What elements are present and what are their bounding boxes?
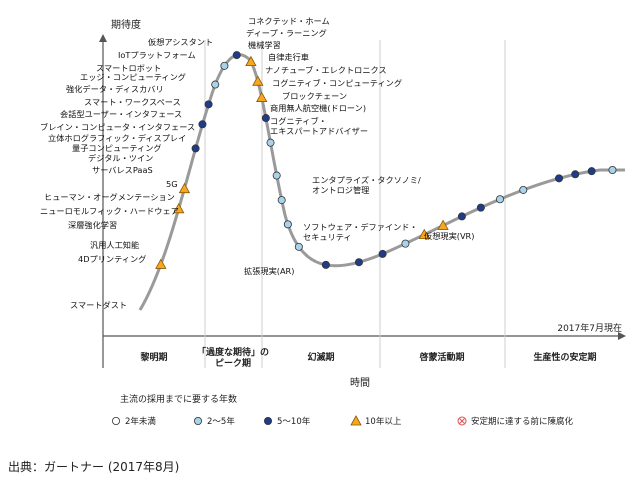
technology-label: 5G (166, 179, 178, 189)
technology-marker (418, 228, 430, 239)
legend-label: 10年以上 (365, 416, 402, 427)
phase-label: 黎明期 (139, 351, 167, 363)
technology-label: ディープ・ラーニング (246, 28, 327, 38)
technology-label: 商用無人航空機(ドローン) (270, 103, 366, 113)
phase-label: 生産性の安定期 (533, 351, 596, 363)
technology-marker (272, 171, 281, 180)
technology-marker (378, 249, 387, 258)
legend-label: 2年未満 (125, 416, 156, 427)
technology-marker (555, 174, 564, 183)
technology-marker (266, 138, 275, 147)
technology-label: 量子コンピューティング (72, 143, 162, 153)
technology-marker (178, 182, 191, 194)
as-of-label: 2017年7月現在 (557, 322, 622, 334)
legend-label: 5～10年 (277, 416, 311, 427)
technology-marker (495, 195, 504, 204)
technology-label: ナノチューブ・エレクトロニクス (265, 65, 387, 75)
legend-marker (193, 416, 202, 425)
technology-marker (294, 242, 303, 251)
technology-marker (155, 258, 167, 269)
technology-label: 機械学習 (248, 40, 281, 50)
technology-marker (354, 258, 363, 267)
phase-labels: 黎明期 「過度な期待」のピーク期 幻滅期 啓蒙活動期 生産性の安定期 (139, 346, 596, 369)
x-axis-arrow (618, 332, 626, 340)
technology-label: 仮想現実(VR) (424, 231, 474, 241)
technology-label: サーバレスPaaS (92, 165, 153, 175)
technology-marker (232, 51, 241, 60)
technology-label: コグニティブ・コンピューティング (272, 78, 402, 88)
phase-label: 啓蒙活動期 (419, 351, 464, 363)
technology-label: ニューロモルフィック・ハードウェア (40, 206, 179, 216)
y-axis-arrow (99, 34, 107, 42)
legend-marker (263, 416, 272, 425)
technology-markers (155, 51, 617, 269)
legend-title: 主流の採用までに要する年数 (120, 393, 237, 405)
technology-marker (173, 202, 185, 214)
technology-label: コネクテッド・ホーム (248, 16, 330, 26)
technology-marker (519, 185, 528, 194)
legend: 2年未満 2～5年 5～10年 10年以上 安定期に達する前に陳腐化 (112, 415, 574, 427)
technology-marker (608, 165, 617, 174)
technology-label: 深層強化学習 (68, 220, 117, 230)
technology-marker (252, 75, 264, 86)
technology-marker (401, 239, 410, 248)
technology-label: ソフトウェア・デファインド・セキュリティ (303, 222, 418, 242)
technology-marker (476, 203, 485, 212)
technology-marker (571, 170, 580, 179)
technology-marker (437, 219, 449, 230)
technology-label: コグニティブ・エキスパートアドバイザー (270, 116, 368, 136)
legend-marker (112, 416, 121, 425)
technology-label: ブロックチェーン (282, 91, 347, 101)
technology-marker (204, 100, 213, 109)
technology-marker (587, 167, 596, 176)
technology-marker (191, 144, 200, 153)
technology-label: 自律走行車 (268, 52, 309, 62)
technology-marker (198, 120, 207, 129)
technology-marker (457, 212, 466, 221)
technology-marker (245, 55, 257, 67)
technology-marker (283, 220, 292, 229)
technology-marker (256, 91, 268, 102)
technology-label: 拡張現実(AR) (244, 266, 294, 276)
technology-label: ブレイン・コンピュータ・インタフェース (40, 122, 195, 132)
technology-marker (277, 196, 286, 205)
legend-label: 安定期に達する前に陳腐化 (471, 416, 574, 427)
legend-marker (457, 416, 467, 426)
technology-label: エンタプライズ・タクソノミ/オントロジ管理 (312, 175, 421, 195)
technology-marker (261, 114, 270, 123)
y-axis-label: 期待度 (111, 18, 141, 31)
technology-label: ヒューマン・オーグメンテーション (44, 192, 175, 202)
technology-label: 立体ホログラフィック・ディスプレイ (48, 133, 186, 143)
technology-label: 強化データ・ディスカバリ (66, 84, 164, 94)
technology-label: エッジ・コンピューティング (80, 72, 186, 82)
technology-marker (321, 260, 330, 269)
phase-label: 「過度な期待」のピーク期 (197, 346, 269, 369)
technology-label: スマートロボット (96, 63, 161, 73)
x-axis-label: 時間 (350, 377, 370, 389)
technology-label: デジタル・ツイン (88, 153, 153, 163)
phase-label: 幻滅期 (307, 351, 334, 363)
technology-label: 4Dプリンティング (78, 254, 146, 264)
technology-label: スマート・ワークスペース (84, 97, 181, 107)
technology-marker (220, 61, 229, 70)
technology-marker (211, 80, 220, 89)
technology-label: IoTプラットフォーム (118, 50, 196, 60)
legend-marker (350, 415, 362, 426)
technology-label: スマートダスト (70, 300, 127, 310)
technology-label: 仮想アシスタント (148, 37, 213, 47)
legend-label: 2～5年 (207, 416, 235, 427)
technology-label: 会話型ユーザー・インタフェース (60, 109, 182, 119)
source-note: 出典：ガートナー (2017年8月) (8, 460, 180, 474)
technology-label: 汎用人工知能 (90, 240, 139, 250)
